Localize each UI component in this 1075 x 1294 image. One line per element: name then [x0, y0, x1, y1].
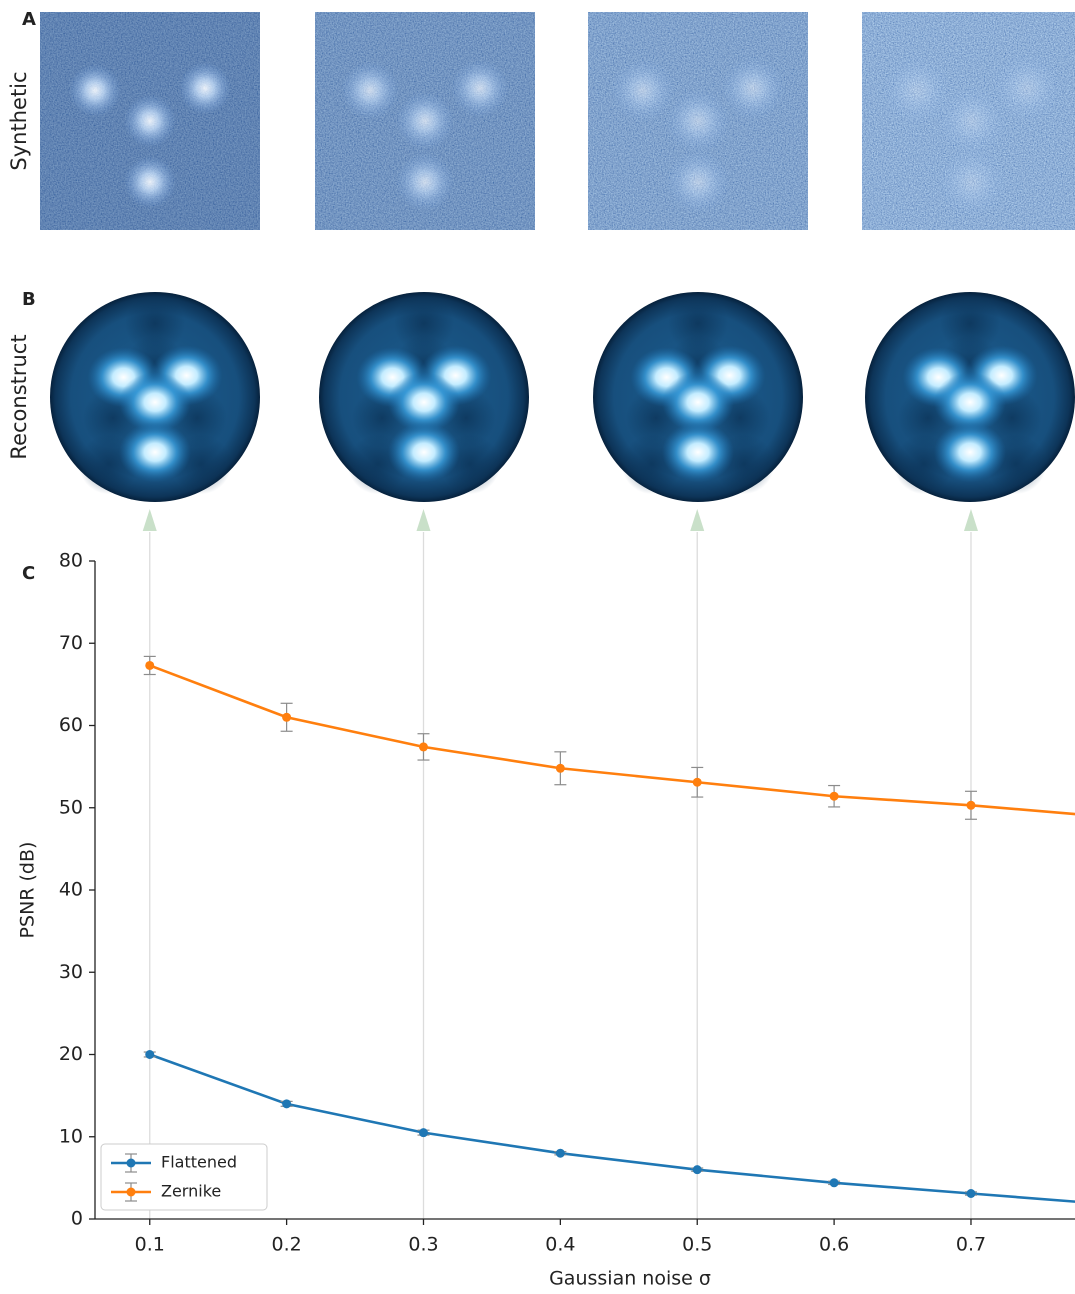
synthetic-image: [40, 12, 260, 230]
panel-label: B: [22, 289, 36, 310]
y-axis-label: PSNR (dB): [17, 842, 39, 939]
point: [145, 661, 154, 670]
x-axis-label: Gaussian noise σ: [549, 1268, 711, 1290]
legend-label: Flattened: [161, 1153, 237, 1172]
x-tick-label: 0.3: [408, 1234, 438, 1256]
spot: [662, 422, 734, 482]
noise: [315, 12, 535, 230]
reconstruction: [319, 292, 529, 502]
panel-label: C: [22, 563, 35, 584]
point: [966, 801, 975, 810]
point: [419, 742, 428, 751]
y-tick-label: 60: [59, 714, 83, 736]
reference-arrow: [143, 509, 157, 531]
y-tick-label: 40: [59, 879, 83, 901]
y-tick-label: 10: [59, 1125, 83, 1147]
y-tick-label: 50: [59, 796, 83, 818]
point: [282, 713, 291, 722]
x-tick-label: 0.4: [545, 1234, 575, 1256]
y-tick-label: 70: [59, 632, 83, 654]
point: [556, 764, 565, 773]
point: [282, 1099, 291, 1108]
reconstruction: [593, 292, 803, 502]
point: [966, 1189, 975, 1198]
x-tick-label: 0.2: [272, 1234, 302, 1256]
legend-marker: [127, 1188, 136, 1197]
plot: 0 10 20 30 40 50 60 70 80 0.1 0.2 0.3 0.4 0.5 0.6 0.7 Ga…: [17, 509, 1075, 1290]
series-area: [144, 656, 1075, 1208]
spot: [388, 422, 460, 482]
y-tick-label: 80: [59, 550, 83, 572]
x-tick-label: 0.1: [135, 1234, 165, 1256]
series-line: [150, 665, 1075, 816]
spot: [934, 422, 1006, 482]
noise: [40, 12, 260, 230]
point: [145, 1050, 154, 1059]
x-tick-label: 0.5: [682, 1234, 712, 1256]
point: [693, 1165, 702, 1174]
y-tick-label: 30: [59, 961, 83, 983]
y-tick-label: 20: [59, 1043, 83, 1065]
point: [419, 1128, 428, 1137]
point: [693, 778, 702, 787]
reference-arrow: [690, 509, 704, 531]
row-label: Reconstruct: [7, 334, 31, 459]
point: [830, 792, 839, 801]
point: [830, 1178, 839, 1187]
figure: A B C Synthetic Reconstruct 0 10 20 30 40 50 6…: [0, 0, 1075, 1294]
legend: Flattened Zernike: [101, 1144, 267, 1210]
point: [556, 1149, 565, 1158]
series-line: [150, 1055, 1075, 1205]
panel-label: A: [22, 9, 36, 30]
synthetic-image: [862, 12, 1075, 230]
reconstruction: [865, 292, 1075, 502]
reference-arrow: [416, 509, 430, 531]
image-rows: [40, 12, 1075, 502]
noise: [588, 12, 808, 230]
row-label: Synthetic: [7, 71, 31, 170]
reconstruction: [50, 292, 260, 502]
synthetic-image: [315, 12, 535, 230]
synthetic-image: [588, 12, 808, 230]
spot: [119, 422, 191, 482]
reference-arrow: [964, 509, 978, 531]
x-tick-label: 0.7: [956, 1234, 986, 1256]
y-tick-label: 0: [71, 1208, 83, 1230]
x-tick-label: 0.6: [819, 1234, 849, 1256]
legend-label: Zernike: [161, 1182, 221, 1201]
noise: [862, 12, 1075, 230]
legend-marker: [127, 1159, 136, 1168]
